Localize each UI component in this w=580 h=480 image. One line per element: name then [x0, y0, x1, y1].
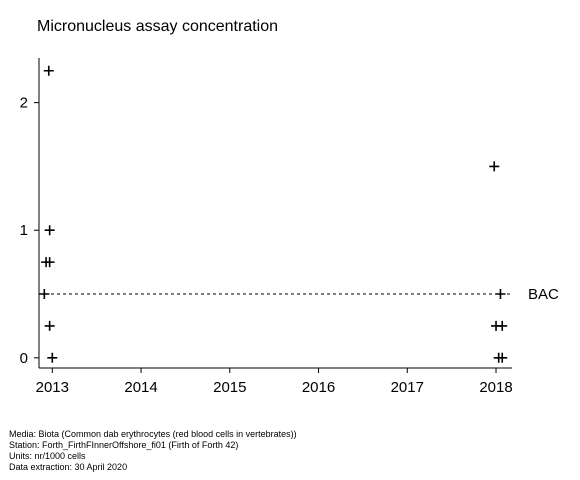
data-point: [44, 225, 55, 236]
data-point: [497, 320, 508, 331]
data-point: [497, 352, 508, 363]
footer-info: Media: Biota (Common dab erythrocytes (r…: [9, 429, 297, 473]
data-point: [44, 257, 55, 268]
x-tick-label: 2018: [479, 379, 512, 396]
x-tick-label: 2015: [213, 379, 246, 396]
footer-extraction: Data extraction: 30 April 2020: [9, 462, 128, 472]
data-point: [43, 65, 54, 76]
reference-lines: BAC: [39, 286, 559, 303]
y-tick-label: 1: [20, 222, 28, 239]
y-tick-label: 2: [20, 95, 28, 112]
axes: 2013 2014 2015 2016 2017 2018 0 1 2: [20, 58, 513, 396]
reference-line-label: BAC: [528, 286, 559, 303]
data-point: [495, 289, 506, 300]
chart-title: Micronucleus assay concentration: [37, 18, 279, 35]
data-point: [489, 161, 500, 172]
footer-station: Station: Forth_FirthFInnerOffshore_fi01 …: [9, 440, 239, 450]
data-point: [39, 289, 50, 300]
data-points: [39, 65, 508, 363]
data-point: [47, 352, 58, 363]
footer-media: Media: Biota (Common dab erythrocytes (r…: [9, 429, 297, 439]
footer-units: Units: nr/1000 cells: [9, 451, 86, 461]
x-tick-label: 2016: [302, 379, 335, 396]
x-tick-label: 2013: [36, 379, 69, 396]
data-point: [44, 320, 55, 331]
x-tick-label: 2014: [124, 379, 157, 396]
y-tick-label: 0: [20, 350, 28, 367]
x-tick-label: 2017: [391, 379, 424, 396]
